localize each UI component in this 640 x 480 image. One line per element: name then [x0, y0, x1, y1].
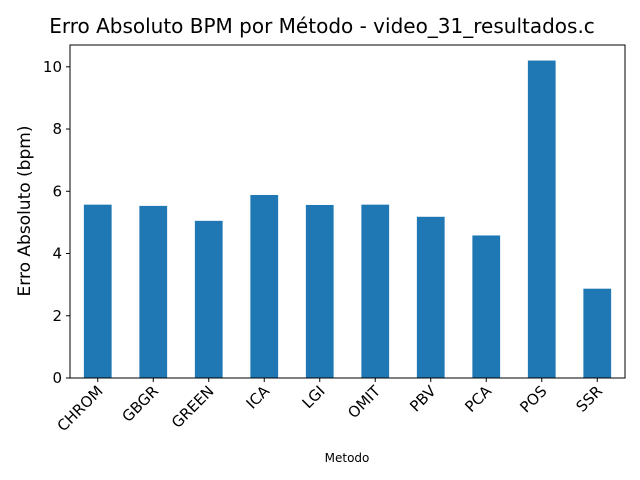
bar-green: [194, 220, 223, 378]
y-tick-label: 6: [52, 182, 62, 200]
x-tick-label: PBV: [406, 382, 440, 416]
x-axis-label: Metodo: [325, 451, 370, 465]
x-tick-label: POS: [516, 382, 550, 416]
x-ticks-group: CHROM GBGR GREEN ICA LGI OMIT PBV PCA POS SSR: [54, 378, 606, 435]
x-tick-label: PCA: [461, 382, 495, 416]
bar-ssr: [583, 288, 612, 378]
x-tick-label: ICA: [243, 382, 274, 413]
bars-group: [83, 60, 612, 378]
bar-lgi: [305, 204, 334, 378]
bar-pbv: [416, 216, 445, 378]
y-tick-label: 8: [52, 120, 62, 138]
x-tick-label: SSR: [573, 382, 607, 416]
y-tick-label: 4: [52, 245, 62, 263]
y-tick-label: 2: [52, 307, 62, 325]
y-tick-label: 10: [43, 58, 62, 76]
y-ticks-group: 0 2 4 6 8 10: [43, 58, 70, 387]
bar-pos: [527, 60, 556, 378]
bar-ica: [250, 195, 279, 378]
bar-pca: [472, 235, 501, 378]
x-tick-label: LGI: [299, 382, 329, 412]
bar-chrom: [83, 204, 112, 378]
plot-frame: [69, 44, 626, 379]
x-tick-label: GBGR: [118, 382, 162, 426]
x-tick-label: OMIT: [344, 382, 384, 422]
chart-title: Erro Absoluto BPM por Método - video_31_…: [49, 14, 595, 38]
y-tick-label: 0: [52, 369, 62, 387]
x-tick-label: GREEN: [168, 382, 218, 432]
bar-gbgr: [139, 205, 168, 378]
x-tick-label: CHROM: [54, 382, 107, 435]
y-axis-label: Erro Absoluto (bpm): [15, 126, 35, 297]
bar-omit: [361, 204, 390, 378]
